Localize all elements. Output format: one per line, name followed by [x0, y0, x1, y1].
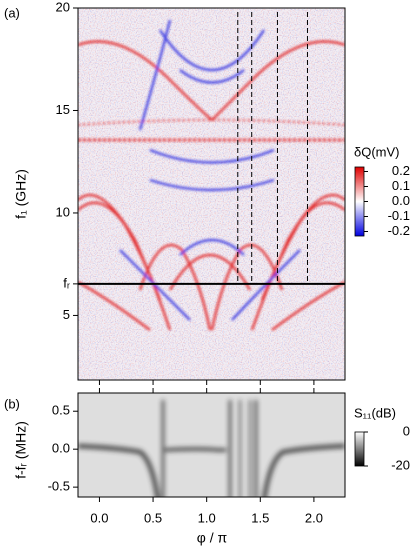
colorbar-tick-label: -0.1	[388, 208, 410, 223]
y-tick-label: 15	[56, 102, 70, 117]
plot-frame	[77, 7, 346, 381]
y-tick-label: 20	[56, 0, 70, 14]
colorbar-title: δQ(mV)	[354, 144, 400, 159]
colorbar-tick-label: 0.1	[392, 178, 410, 193]
colorbar-tick-label: -0.2	[388, 223, 410, 238]
y-tick-label: 5	[63, 307, 70, 322]
y-tick-label: 0.0	[52, 441, 70, 456]
colorbar	[354, 166, 365, 237]
x-tick-label: 0.5	[144, 510, 162, 525]
colorbar-tick-label: -20	[391, 457, 410, 472]
colorbar-tick-label: 0.2	[392, 163, 410, 178]
x-tick-label: 1.5	[251, 510, 269, 525]
x-tick-label: 0.0	[90, 510, 108, 525]
y-tick-label: 0.5	[52, 403, 70, 418]
heatmap-a-texture	[78, 8, 345, 380]
colorbar-tick-label: 0	[403, 423, 410, 438]
x-tick-label: 1.0	[198, 510, 216, 525]
x-tick-label: 2.0	[305, 510, 323, 525]
x-axis-label: φ / π	[197, 530, 228, 546]
y-tick-label: fᵣ	[63, 275, 70, 290]
panel-label: (b)	[4, 396, 20, 411]
y-axis-label: f-fᵣ (MHz)	[13, 421, 29, 479]
y-tick-label: 10	[56, 204, 70, 219]
plot-frame	[77, 392, 346, 498]
y-axis-label: f₁ (GHz)	[13, 169, 29, 219]
heatmap-b-texture	[78, 393, 345, 497]
colorbar-tick-label: 0.0	[392, 193, 410, 208]
colorbar-title: S₁₁(dB)	[354, 405, 396, 420]
panel-label: (a)	[4, 5, 20, 20]
colorbar	[354, 431, 365, 467]
y-tick-label: -0.5	[48, 479, 70, 494]
